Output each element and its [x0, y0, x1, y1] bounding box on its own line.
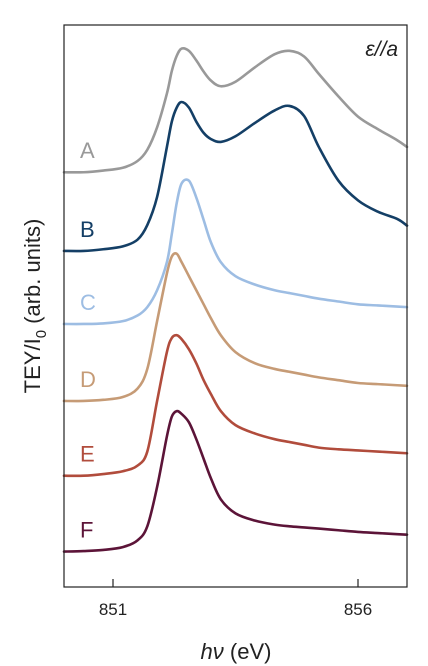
x-tick-label-851: 851: [99, 600, 127, 619]
series-label-a: A: [80, 138, 95, 163]
polarization-annotation: ε//a: [365, 38, 398, 61]
series-line-f: [62, 409, 409, 553]
series-line-d: [62, 252, 409, 403]
x-tick-label-856: 856: [344, 600, 372, 619]
series-label-c: C: [80, 290, 96, 315]
y-axis-label-subscript: 0: [33, 330, 50, 338]
x-axis-label-unit: (eV): [224, 639, 272, 664]
series-line-c: [62, 178, 409, 326]
series-line-e: [62, 333, 409, 478]
series-label-b: B: [80, 217, 95, 242]
series-layer: [62, 47, 409, 553]
tick-layer: 851 856: [99, 579, 372, 619]
series-line-a: [62, 47, 409, 174]
series-label-layer: A B C D E F: [80, 138, 96, 542]
x-axis-label: hν (eV): [201, 639, 272, 664]
series-label-e: E: [80, 442, 95, 467]
plot-frame: [63, 24, 408, 588]
series-line-b: [62, 100, 409, 253]
x-axis-label-symbol: hν: [201, 639, 224, 664]
y-axis-label-rest: (arb. units): [20, 219, 45, 330]
y-axis-label: TEY/I0 (arb. units): [20, 219, 50, 394]
y-axis-label-main: TEY/I: [20, 338, 45, 393]
series-label-f: F: [80, 518, 93, 543]
series-label-d: D: [80, 367, 96, 392]
